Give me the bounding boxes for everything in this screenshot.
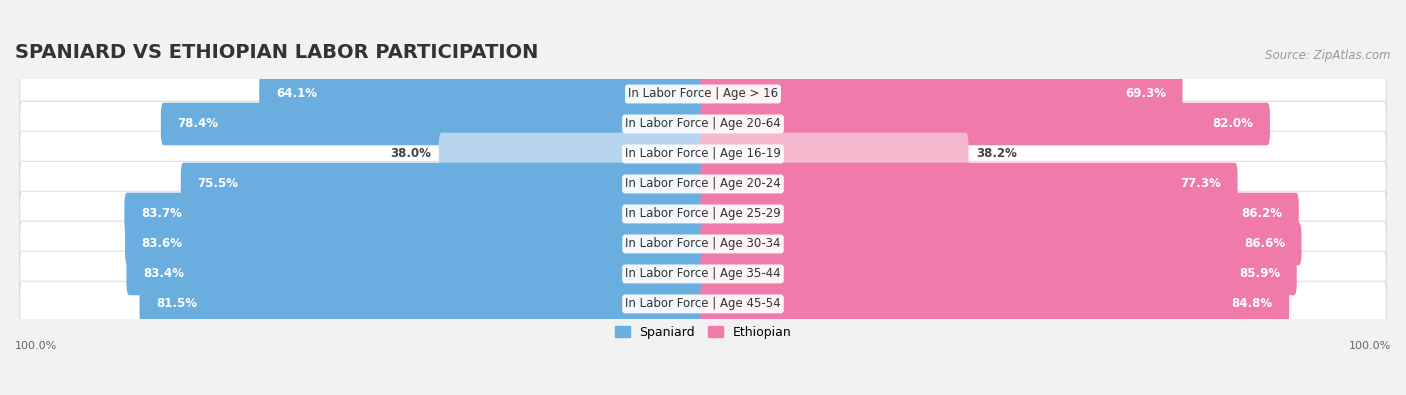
FancyBboxPatch shape	[700, 193, 1299, 235]
FancyBboxPatch shape	[700, 283, 1289, 325]
Text: 69.3%: 69.3%	[1125, 87, 1166, 100]
FancyBboxPatch shape	[139, 283, 706, 325]
FancyBboxPatch shape	[259, 73, 706, 115]
FancyBboxPatch shape	[700, 73, 1182, 115]
Text: 86.6%: 86.6%	[1244, 237, 1285, 250]
Text: 78.4%: 78.4%	[177, 117, 218, 130]
FancyBboxPatch shape	[20, 131, 1386, 177]
FancyBboxPatch shape	[20, 191, 1386, 237]
FancyBboxPatch shape	[700, 103, 1270, 145]
Text: In Labor Force | Age 16-19: In Labor Force | Age 16-19	[626, 147, 780, 160]
FancyBboxPatch shape	[439, 133, 706, 175]
FancyBboxPatch shape	[124, 193, 706, 235]
Text: In Labor Force | Age 20-24: In Labor Force | Age 20-24	[626, 177, 780, 190]
FancyBboxPatch shape	[20, 101, 1386, 147]
Text: 38.0%: 38.0%	[391, 147, 432, 160]
Text: 64.1%: 64.1%	[276, 87, 316, 100]
Text: 100.0%: 100.0%	[1348, 340, 1391, 350]
FancyBboxPatch shape	[20, 251, 1386, 297]
FancyBboxPatch shape	[700, 223, 1302, 265]
Text: In Labor Force | Age 25-29: In Labor Force | Age 25-29	[626, 207, 780, 220]
Text: 82.0%: 82.0%	[1212, 117, 1253, 130]
Legend: Spaniard, Ethiopian: Spaniard, Ethiopian	[610, 321, 796, 344]
Text: In Labor Force | Age 45-54: In Labor Force | Age 45-54	[626, 297, 780, 310]
Text: 100.0%: 100.0%	[15, 340, 58, 350]
FancyBboxPatch shape	[700, 133, 969, 175]
FancyBboxPatch shape	[181, 163, 706, 205]
FancyBboxPatch shape	[700, 253, 1296, 295]
Text: In Labor Force | Age 35-44: In Labor Force | Age 35-44	[626, 267, 780, 280]
Text: SPANIARD VS ETHIOPIAN LABOR PARTICIPATION: SPANIARD VS ETHIOPIAN LABOR PARTICIPATIO…	[15, 43, 538, 62]
FancyBboxPatch shape	[20, 281, 1386, 327]
Text: 83.4%: 83.4%	[143, 267, 184, 280]
FancyBboxPatch shape	[20, 161, 1386, 207]
Text: 85.9%: 85.9%	[1239, 267, 1281, 280]
FancyBboxPatch shape	[127, 253, 706, 295]
FancyBboxPatch shape	[700, 163, 1237, 205]
Text: 84.8%: 84.8%	[1232, 297, 1272, 310]
Text: 38.2%: 38.2%	[976, 147, 1017, 160]
Text: In Labor Force | Age > 16: In Labor Force | Age > 16	[628, 87, 778, 100]
Text: In Labor Force | Age 30-34: In Labor Force | Age 30-34	[626, 237, 780, 250]
Text: 81.5%: 81.5%	[156, 297, 197, 310]
Text: Source: ZipAtlas.com: Source: ZipAtlas.com	[1265, 49, 1391, 62]
FancyBboxPatch shape	[20, 71, 1386, 117]
Text: 75.5%: 75.5%	[197, 177, 239, 190]
Text: In Labor Force | Age 20-64: In Labor Force | Age 20-64	[626, 117, 780, 130]
FancyBboxPatch shape	[20, 221, 1386, 267]
FancyBboxPatch shape	[160, 103, 706, 145]
Text: 86.2%: 86.2%	[1241, 207, 1282, 220]
Text: 83.7%: 83.7%	[141, 207, 181, 220]
Text: 77.3%: 77.3%	[1180, 177, 1220, 190]
FancyBboxPatch shape	[125, 223, 706, 265]
Text: 83.6%: 83.6%	[142, 237, 183, 250]
